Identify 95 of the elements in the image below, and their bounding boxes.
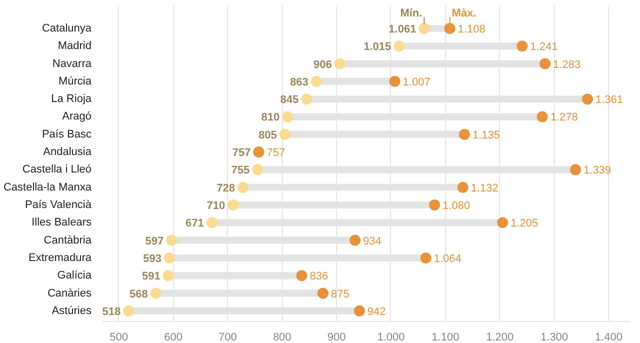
data-label: 1.007 (402, 76, 430, 88)
point (582, 94, 593, 105)
data-label: 1.283 (553, 58, 581, 71)
point (354, 305, 365, 316)
point (516, 40, 528, 52)
point (317, 288, 328, 299)
data-label: 597 (145, 235, 164, 248)
y-tick-label: Castella-la Manxa (3, 181, 92, 194)
data-label: 728 (216, 182, 235, 194)
point (164, 252, 175, 264)
data-label: 593 (143, 252, 162, 265)
point (570, 164, 582, 176)
y-tick-label: Illes Balears (32, 216, 92, 229)
y-tick-label: Castella i Lleó (22, 164, 92, 176)
x-tick-label: 600 (164, 332, 182, 343)
data-label: 591 (142, 270, 160, 283)
data-label: 875 (330, 288, 350, 300)
data-label: 1.064 (434, 252, 462, 265)
data-label: 755 (231, 164, 250, 177)
data-label: 1.205 (510, 218, 538, 230)
data-label: 845 (280, 94, 299, 106)
data-label: 1.278 (550, 112, 578, 124)
y-tick-label: Catalunya (42, 22, 92, 34)
x-tick-label: 1.300 (540, 332, 568, 343)
point (350, 234, 361, 246)
point (252, 164, 264, 176)
point (334, 58, 346, 70)
x-tick-label: 1.000 (377, 332, 405, 343)
point (123, 305, 134, 316)
y-tick-label: País Basc (42, 128, 92, 140)
point (420, 252, 432, 264)
point (279, 128, 290, 140)
point (457, 182, 468, 193)
point (301, 94, 312, 105)
point (237, 182, 248, 193)
y-tick-label: Extremadura (28, 252, 92, 264)
data-label: 1.108 (458, 23, 486, 36)
data-label: 934 (363, 235, 382, 248)
y-tick-label: Múrcia (58, 75, 92, 88)
point (497, 217, 508, 228)
data-label: 942 (367, 306, 386, 318)
data-label: 518 (102, 306, 121, 318)
y-tick-label: Canàries (47, 287, 92, 300)
data-label: 1.080 (442, 200, 470, 212)
data-label: 1.132 (470, 182, 498, 194)
point (166, 234, 178, 246)
data-label: 671 (186, 218, 204, 230)
point (282, 111, 294, 122)
y-tick-label: País Valencià (25, 198, 92, 211)
point (418, 22, 430, 34)
data-label: 906 (313, 58, 332, 71)
point (228, 199, 239, 210)
point (310, 76, 322, 87)
data-label: 1.061 (388, 23, 416, 36)
series-label: Mín. (400, 7, 422, 20)
data-label: 810 (261, 112, 280, 124)
data-label: 863 (290, 76, 308, 88)
x-tick-label: 700 (218, 332, 237, 343)
point (536, 111, 548, 122)
y-tick-label: Astúries (52, 304, 92, 317)
data-label: 1.339 (584, 164, 612, 177)
y-tick-label: Cantàbria (44, 234, 92, 246)
y-tick-label: Madrid (58, 40, 92, 52)
point (429, 199, 440, 210)
data-label: 757 (232, 147, 251, 160)
y-tick-label: Navarra (52, 58, 92, 70)
y-tick-label: La Rioja (51, 93, 92, 106)
x-tick-label: 1.100 (432, 332, 460, 343)
point (458, 128, 470, 140)
data-label: 1.241 (530, 41, 558, 54)
y-tick-label: Galícia (57, 270, 92, 282)
point (206, 217, 218, 228)
data-label: 836 (310, 270, 328, 283)
point (394, 40, 405, 52)
point (444, 22, 456, 34)
data-label: 710 (206, 200, 226, 212)
x-tick-label: 800 (272, 332, 292, 343)
x-tick-label: 900 (327, 332, 346, 343)
point (162, 270, 174, 282)
y-tick-label: Aragó (62, 110, 92, 123)
point (150, 288, 162, 299)
point (296, 270, 308, 282)
data-label: 805 (258, 129, 277, 142)
x-tick-label: 500 (110, 332, 128, 343)
x-tick-label: 1.200 (486, 332, 514, 343)
x-tick-label: 1.400 (594, 332, 622, 343)
y-tick-label: Andalusia (43, 146, 92, 158)
data-label: 568 (129, 288, 148, 300)
data-label: 1.361 (596, 94, 624, 106)
data-label: 757 (266, 147, 286, 160)
point (540, 58, 551, 70)
data-label: 1.015 (364, 41, 392, 54)
series-label: Màx. (452, 7, 476, 20)
data-label: 1.135 (472, 129, 500, 142)
point (389, 76, 400, 87)
